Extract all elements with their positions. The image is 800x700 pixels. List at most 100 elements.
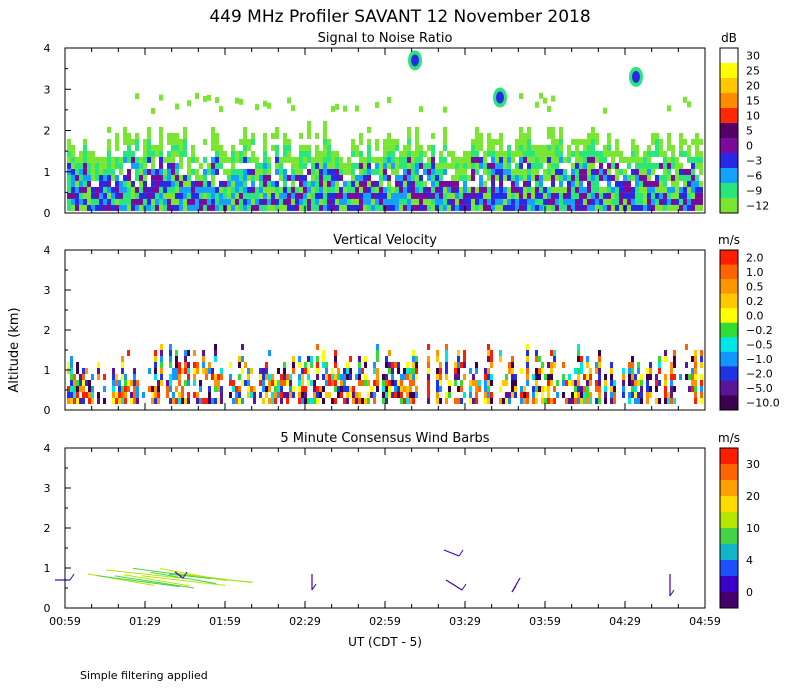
colorbar-swatch [720,63,738,79]
vv-cell [160,344,163,350]
snr-cell [663,150,667,157]
snr-cell [607,132,611,139]
vv-cell [133,380,136,386]
snr-cell [231,180,235,187]
snr-cell [259,186,263,193]
snr-cell [271,132,275,139]
snr-cell [151,192,155,199]
snr-cell [663,198,667,205]
snr-cell [671,144,675,151]
vv-cell [673,356,676,362]
vv-cell [241,368,244,374]
snr-cell [523,156,527,163]
snr-cell [679,192,683,199]
snr-cell [363,168,367,175]
vv-cell [385,392,388,398]
snr-cell [251,204,255,211]
snr-cell [651,204,655,211]
snr-cell [679,144,683,151]
vv-cell [208,386,211,392]
snr-cell [419,192,423,199]
vv-cell [67,362,70,368]
vv-cell [175,386,178,392]
vv-cell [439,362,442,368]
vv-cell [550,398,553,404]
snr-cell [415,162,419,169]
vv-cell [238,398,241,404]
snr-cell [535,180,539,187]
snr-cell [487,198,491,205]
snr-cell [527,180,531,187]
snr-cell [83,162,87,169]
y-tick-label: 4 [44,442,51,455]
snr-cell [251,138,255,145]
vv-cell [283,374,286,380]
x-tick-label: 04:59 [689,615,721,628]
snr-cell [599,192,603,199]
colorbar-swatch [720,560,738,577]
snr-cell [203,138,207,145]
vv-cell [376,344,379,350]
vv-cell [538,374,541,380]
snr-cell [679,204,683,211]
vv-cell [178,380,181,386]
snr-cell [123,156,127,163]
snr-cell [299,150,303,157]
vv-cell [211,374,214,380]
snr-cell [511,168,515,175]
vv-cell [325,374,328,380]
vv-cell [160,350,163,356]
vv-cell [262,398,265,404]
snr-cell [447,150,451,157]
snr-cell [363,198,367,205]
snr-cell [131,204,135,211]
snr-cell [415,168,419,175]
snr-cell [407,156,411,163]
vv-cell [187,362,190,368]
snr-cell [559,174,563,181]
snr-cell [459,204,463,211]
vv-cell [694,380,697,386]
snr-cell [147,150,151,157]
snr-cell [251,174,255,181]
snr-cell [655,138,659,145]
snr-cell [263,162,267,169]
snr-cell [159,174,163,181]
vv-cell [574,392,577,398]
snr-cell [623,198,627,205]
snr-cell [91,174,95,181]
vv-cell [238,392,241,398]
vv-cell [655,386,658,392]
vv-cell [445,350,448,356]
snr-cell [359,132,363,139]
snr-cell [287,138,291,145]
snr-cell [159,192,163,199]
vv-cell [412,350,415,356]
snr-cell [627,192,631,199]
snr-cell [367,126,371,133]
snr-cell [231,204,235,211]
vv-cell [604,392,607,398]
vv-cell [640,380,643,386]
vv-cell [595,368,598,374]
snr-cell [79,192,83,199]
vv-cell [535,350,538,356]
snr-cell [583,192,587,199]
snr-cell [607,138,611,145]
vv-cell [628,398,631,404]
snr-cell [95,192,99,199]
vv-cell [115,374,118,380]
snr-cell [415,156,419,163]
snr-cell [307,198,311,205]
snr-cell [399,180,403,187]
snr-cell [351,204,355,211]
snr-cell [159,126,163,133]
colorbar-swatch [720,123,738,139]
vv-cell [340,392,343,398]
snr-cell [179,192,183,199]
snr-cell [395,168,399,175]
vv-cell [316,362,319,368]
snr-cell [199,204,203,211]
snr-cell [647,198,651,205]
snr-cell [179,174,183,181]
